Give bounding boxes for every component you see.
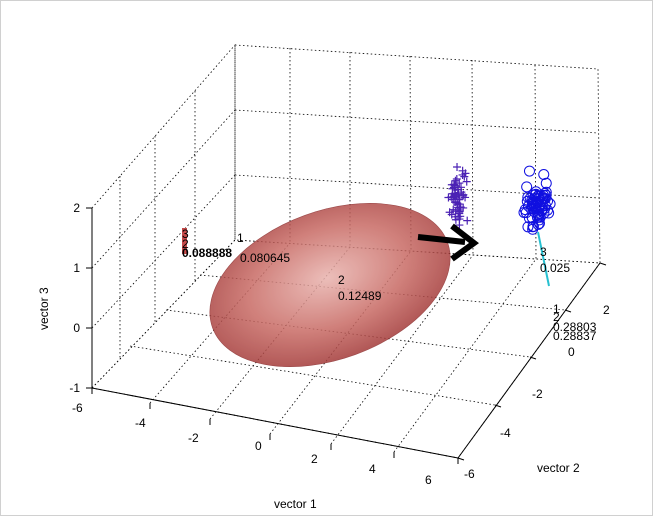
annotation-text: 0.28837 xyxy=(553,329,597,343)
y-tick-label: 2 xyxy=(603,303,610,317)
y-axis-line xyxy=(457,262,601,459)
annotation-text: 2 xyxy=(338,273,345,287)
scatter-point-plus xyxy=(462,177,471,186)
z-tick-label: 1 xyxy=(73,261,80,275)
grid-line xyxy=(234,109,599,134)
annotation-right: 3 0.025 xyxy=(540,245,570,275)
arrow-shaft xyxy=(417,234,466,245)
annotation-text: 2 xyxy=(553,310,560,324)
annotation-text: 2 xyxy=(182,237,189,251)
annotation-text: 1 xyxy=(553,302,560,316)
scatter-point-plus xyxy=(453,185,462,194)
scatter-point-plus xyxy=(453,163,462,172)
grid-line xyxy=(534,64,537,260)
cyan-line xyxy=(537,231,550,287)
grid-line xyxy=(129,345,496,406)
scatter-point-circle xyxy=(538,192,550,204)
scatter-point-plus xyxy=(460,172,469,181)
scatter-point-circle xyxy=(532,218,544,230)
scatter-point-circle xyxy=(523,165,535,177)
scatter-point-plus xyxy=(461,193,470,202)
scatter-point-circle xyxy=(522,221,534,233)
z-tick-label: 2 xyxy=(73,201,80,215)
scatter-point-circle xyxy=(533,214,545,226)
x-axis-label: vector 1 xyxy=(274,497,317,511)
grid-line xyxy=(471,59,474,256)
z-tick-label: -1 xyxy=(69,381,80,395)
grid-line xyxy=(234,174,600,199)
scatter-point-plus xyxy=(455,221,464,230)
z-tick-labels: 2 1 0 -1 xyxy=(69,201,80,395)
scatter-point-plus xyxy=(455,195,464,204)
scatter-point-circle xyxy=(527,221,539,233)
x-tick-label: -2 xyxy=(188,431,199,445)
cluster-plus xyxy=(444,163,472,230)
scatter-point-circle xyxy=(533,217,545,229)
y-tick xyxy=(457,457,465,461)
x-tick-label: 2 xyxy=(311,452,318,466)
y-tick xyxy=(494,404,502,408)
scatter-point-circle xyxy=(533,211,545,223)
scatter-point-circle xyxy=(521,181,533,193)
x-tick-label: 6 xyxy=(425,473,432,487)
scatter-point-plus xyxy=(451,207,460,216)
y-tick-label: -4 xyxy=(500,426,511,440)
annotation-text: 0.28803 xyxy=(553,320,597,334)
scatter-point-plus xyxy=(463,216,472,225)
annotation-text: 1 xyxy=(237,231,244,245)
x-tick-label: 0 xyxy=(255,439,262,453)
grid-line xyxy=(409,55,412,252)
arrow xyxy=(417,223,480,262)
x-tick-label: -4 xyxy=(135,416,146,430)
scatter-point-plus xyxy=(451,176,460,185)
y-tick-label: -6 xyxy=(464,467,475,481)
z-axis-label: vector 3 xyxy=(37,287,51,330)
x-axis-line xyxy=(91,387,459,459)
x-tick-labels: -6 -4 -2 0 2 4 6 xyxy=(72,401,432,487)
y-tick xyxy=(529,356,537,360)
annotation-center: 2 0.12489 xyxy=(338,273,382,303)
scatter-point-circle xyxy=(526,200,538,212)
scatter-point-plus xyxy=(445,208,454,217)
axes xyxy=(86,207,607,464)
y-tick-label: 0 xyxy=(568,345,575,359)
scatter-point-circle xyxy=(527,197,539,209)
arrow-head xyxy=(450,223,480,262)
x-tick-label: 4 xyxy=(369,462,376,476)
annotation-text: 3 xyxy=(182,227,189,241)
scatter-point-circle xyxy=(538,169,550,181)
annotation-text: 0.025 xyxy=(540,261,570,275)
annotation-marker xyxy=(182,228,187,254)
y-tick-label: -2 xyxy=(532,387,543,401)
y-tick xyxy=(564,309,572,313)
y-tick xyxy=(599,262,607,266)
scatter-point-plus xyxy=(452,175,461,184)
annotation-bottom-right: 1 2 0.28803 0.28837 xyxy=(553,302,597,343)
left-wall xyxy=(91,43,236,389)
grid-line xyxy=(330,254,474,445)
scatter-point-plus xyxy=(451,215,460,224)
z-tick-label: 0 xyxy=(73,321,80,335)
annotation-text: 0.088888 xyxy=(182,246,232,260)
cluster-circle xyxy=(518,165,556,235)
annotation-left-group: 3 1 2 0.088888 0.080645 xyxy=(182,227,290,265)
scatter-point-plus xyxy=(450,181,459,190)
y-axis-label: vector 2 xyxy=(537,461,580,475)
annotation-text: 0.12489 xyxy=(338,289,382,303)
scatter-point-circle xyxy=(542,204,554,216)
scatter-point-circle xyxy=(534,199,546,211)
annotation-text: 3 xyxy=(540,245,547,259)
grid-line xyxy=(91,174,236,329)
y-tick-labels: -6 -4 -2 0 2 xyxy=(464,303,610,481)
annotation-text: 0.080645 xyxy=(240,251,290,265)
x-tick-label: -6 xyxy=(72,401,83,415)
